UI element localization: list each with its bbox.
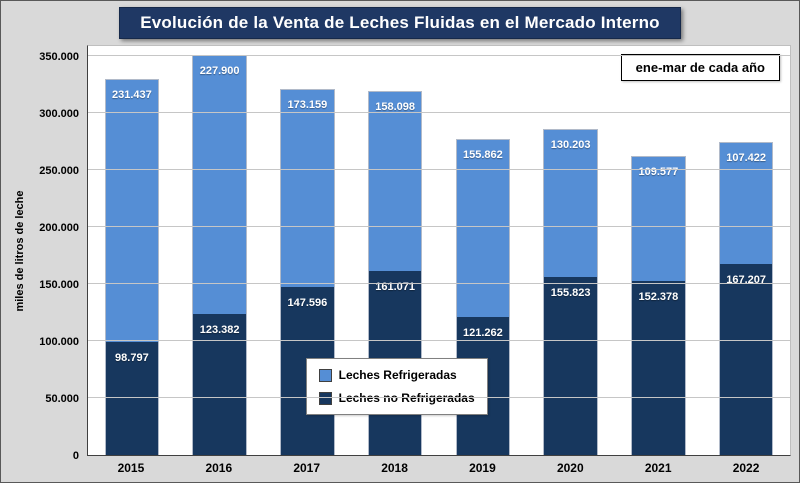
x-tick-label: 2015 xyxy=(117,461,145,475)
bar-segment-refrigeradas xyxy=(632,157,685,282)
gridline xyxy=(88,340,790,341)
bar-slot: 130.203 155.823 xyxy=(527,46,615,455)
y-axis-title: miles de litros de leche xyxy=(9,45,31,456)
bar-value-label-no-refrigeradas: 147.596 xyxy=(287,296,328,309)
bar-segment-refrigeradas xyxy=(544,129,597,278)
x-axis-labels: 2015 2016 2017 2018 2019 2020 2021 2022 xyxy=(87,456,790,480)
y-tick-label: 150.000 xyxy=(39,279,79,291)
bar-value-label-refrigeradas: 130.203 xyxy=(550,138,591,151)
x-tick-label: 2018 xyxy=(381,461,408,475)
legend-swatch xyxy=(318,391,332,405)
bar-value-label-refrigeradas: 173.159 xyxy=(287,99,328,112)
gridline xyxy=(88,55,790,56)
bar-segment-no-refrigeradas xyxy=(544,277,597,455)
bar-value-label-no-refrigeradas: 121.262 xyxy=(462,326,503,339)
bar-value-label-refrigeradas: 158.098 xyxy=(375,101,415,114)
annotation-box: ene-mar de cada año xyxy=(620,54,780,81)
legend-swatch xyxy=(318,368,332,382)
stacked-bar xyxy=(543,128,598,455)
legend: Leches Refrigeradas Leches no Refrigerada… xyxy=(305,358,488,415)
x-tick-label: 2017 xyxy=(293,461,321,475)
gridline xyxy=(88,169,790,170)
bar-segment-refrigeradas xyxy=(719,142,773,265)
stacked-bar xyxy=(718,141,774,455)
x-tick-label: 2016 xyxy=(205,461,233,475)
y-tick-label: 350.000 xyxy=(39,51,79,63)
stacked-bar xyxy=(192,54,247,455)
y-axis-title-text: miles de litros de leche xyxy=(14,189,26,312)
legend-item: Leches no Refrigeradas xyxy=(318,391,475,405)
x-tick-label: 2020 xyxy=(556,461,584,475)
y-tick-label: 200.000 xyxy=(39,222,79,234)
bar-slot: 227.900 123.382 xyxy=(176,46,264,455)
bar-slot: 231.437 98.797 xyxy=(88,46,176,455)
x-tick-label: 2022 xyxy=(732,461,760,475)
x-tick-label: 2021 xyxy=(644,461,672,475)
chart-body: miles de litros de leche 0 50.000 100.000 1… xyxy=(9,45,791,462)
bar-value-label-no-refrigeradas: 155.823 xyxy=(550,287,591,300)
y-tick-label: 50.000 xyxy=(45,393,79,405)
bar-value-label-no-refrigeradas: 167.207 xyxy=(726,274,766,287)
x-tick-label: 2019 xyxy=(469,461,496,475)
y-tick-label: 100.000 xyxy=(39,336,79,348)
legend-item: Leches Refrigeradas xyxy=(318,368,475,382)
bar-value-label-no-refrigeradas: 123.382 xyxy=(199,324,240,337)
bar-segment-refrigeradas xyxy=(368,92,422,272)
chart-title: Evolución de la Venta de Leches Fluidas … xyxy=(119,7,681,39)
gridline xyxy=(88,112,790,113)
bar-segment-refrigeradas xyxy=(456,140,510,317)
bar-slot: 109.577 152.378 xyxy=(615,46,703,455)
gridline xyxy=(88,283,790,284)
gridline xyxy=(88,226,790,227)
title-row: Evolución de la Venta de Leches Fluidas … xyxy=(9,7,791,43)
stacked-bar xyxy=(631,156,686,455)
legend-label: Leches Refrigeradas xyxy=(338,368,457,382)
bar-value-label-refrigeradas: 155.862 xyxy=(462,149,503,162)
gridline xyxy=(88,397,790,398)
bar-value-label-refrigeradas: 231.437 xyxy=(111,88,152,101)
bar-segment-refrigeradas xyxy=(193,55,246,315)
y-tick-label: 0 xyxy=(72,450,79,462)
y-tick-label: 300.000 xyxy=(39,108,79,120)
legend-label: Leches no Refrigeradas xyxy=(338,391,475,405)
bar-segment-no-refrigeradas xyxy=(719,264,773,455)
bar-value-label-no-refrigeradas: 98.797 xyxy=(115,352,149,365)
bar-segment-refrigeradas xyxy=(105,79,159,343)
bar-value-label-no-refrigeradas: 152.378 xyxy=(638,291,679,304)
stacked-bar xyxy=(104,78,160,455)
y-axis-ticks: 0 50.000 100.000 150.000 200.000 250.000 300.0… xyxy=(31,45,87,462)
plot-area: 231.437 98.797 227.900 123.382 173.159 147.59… xyxy=(87,45,791,456)
bar-value-label-refrigeradas: 227.900 xyxy=(199,64,240,77)
bar-segment-refrigeradas xyxy=(281,90,334,287)
bar-slot: 107.422 167.207 xyxy=(702,46,790,455)
bar-value-label-refrigeradas: 107.422 xyxy=(726,151,766,164)
bar-segment-no-refrigeradas xyxy=(632,281,685,455)
bar-segment-no-refrigeradas xyxy=(193,314,246,455)
y-tick-label: 250.000 xyxy=(39,165,79,177)
bar-segment-no-refrigeradas xyxy=(105,342,159,455)
bar-value-label-no-refrigeradas: 161.071 xyxy=(375,281,415,294)
